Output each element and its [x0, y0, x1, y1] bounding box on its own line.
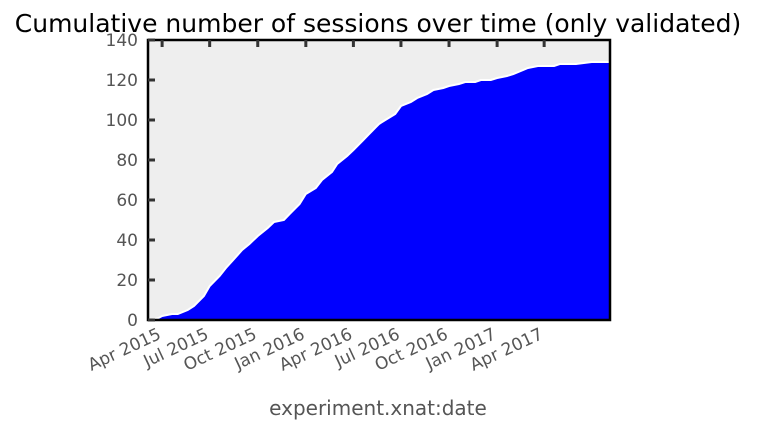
y-tick-label: 20 [116, 271, 138, 291]
y-tick-label: 140 [106, 31, 138, 51]
y-tick-label: 40 [116, 231, 138, 251]
x-axis-label: experiment.xnat:date [269, 396, 487, 420]
y-tick-label: 60 [116, 191, 138, 211]
series-line [150, 61, 610, 321]
chart-title: Cumulative number of sessions over time … [15, 9, 741, 38]
plot-frame [146, 38, 612, 322]
y-tick-label: 0 [127, 311, 138, 331]
y-tick-label: 120 [106, 71, 138, 91]
area-series [150, 62, 610, 320]
y-tick-label: 100 [106, 111, 138, 131]
y-tick-label: 80 [116, 151, 138, 171]
